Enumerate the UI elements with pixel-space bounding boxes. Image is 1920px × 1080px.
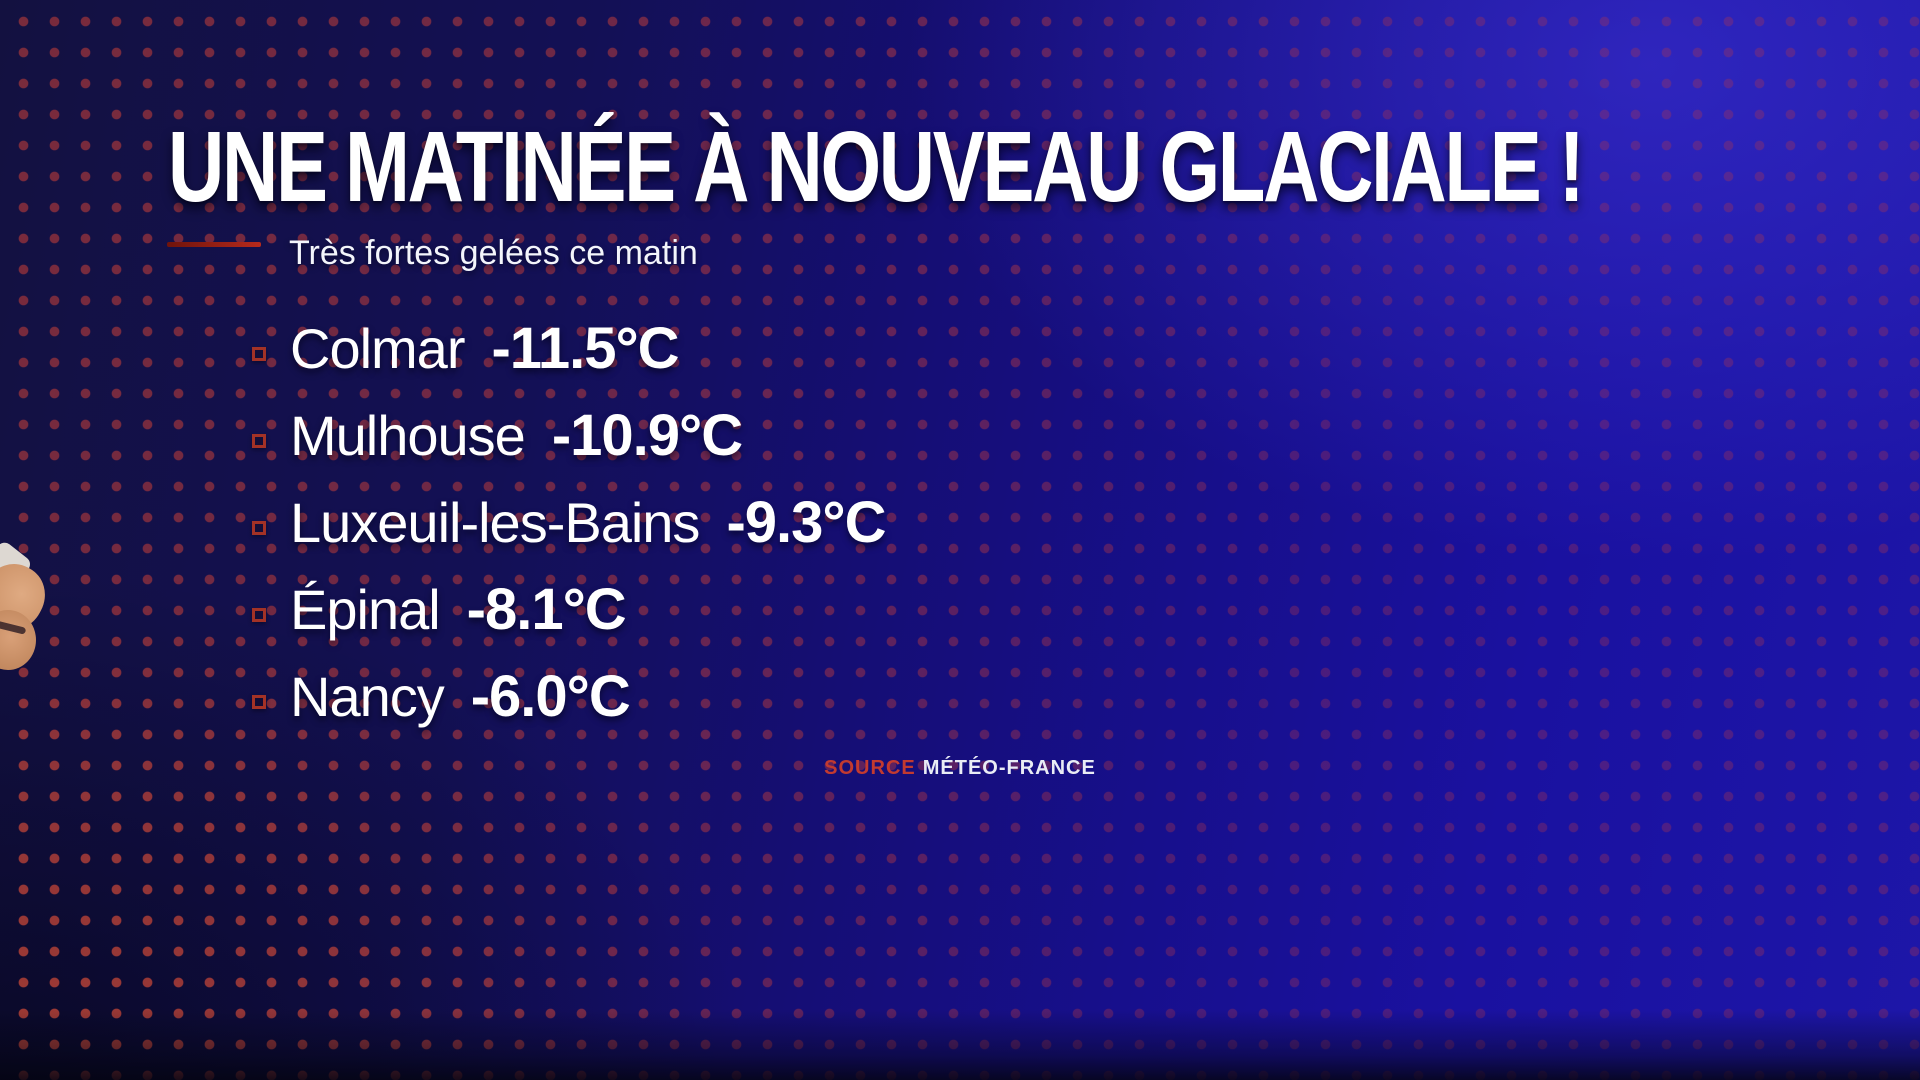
city-name: Colmar bbox=[290, 317, 465, 380]
temperature-value: -8.1°C bbox=[466, 577, 627, 642]
presenter-hand-lower bbox=[0, 610, 36, 670]
list-item: Luxeuil-les-Bains -9.3°C bbox=[252, 479, 886, 566]
square-bullet-icon bbox=[252, 607, 266, 622]
city-name: Mulhouse bbox=[290, 404, 526, 467]
list-item: Épinal -8.1°C bbox=[252, 566, 885, 653]
source-value: MÉTÉO-FRANCE bbox=[922, 757, 1096, 779]
source-label: SOURCE bbox=[824, 757, 916, 779]
list-item: Mulhouse -10.9°C bbox=[252, 392, 885, 479]
temperature-value: -10.9°C bbox=[551, 403, 743, 468]
square-bullet-icon bbox=[252, 520, 266, 535]
city-name: Épinal bbox=[290, 578, 441, 641]
square-bullet-icon bbox=[252, 694, 266, 709]
square-bullet-icon bbox=[252, 433, 266, 448]
city-name: Luxeuil-les-Bains bbox=[290, 491, 700, 554]
presenter-hand-shadow bbox=[0, 620, 27, 635]
temperature-list: Colmar -11.5°C Mulhouse -10.9°C Luxeuil-… bbox=[252, 305, 886, 740]
page-title: UNE MATINÉE À NOUVEAU GLACIALE ! bbox=[168, 111, 1585, 223]
list-item: Nancy -6.0°C bbox=[252, 653, 885, 740]
temperature-value: -9.3°C bbox=[726, 490, 886, 555]
presenter-hand-upper bbox=[0, 553, 56, 641]
title-accent-line bbox=[167, 242, 261, 247]
city-name: Nancy bbox=[290, 665, 445, 728]
temperature-value: -11.5°C bbox=[491, 316, 679, 381]
source-line: SOURCE MÉTÉO-FRANCE bbox=[0, 757, 1920, 780]
bottom-vignette bbox=[0, 1010, 1920, 1080]
presenter-cuff bbox=[0, 539, 34, 587]
temperature-value: -6.0°C bbox=[470, 664, 631, 729]
presenter-hand bbox=[0, 539, 56, 680]
square-bullet-icon bbox=[252, 346, 266, 361]
page-subtitle: Très fortes gelées ce matin bbox=[289, 234, 698, 272]
list-item: Colmar -11.5°C bbox=[252, 305, 885, 392]
